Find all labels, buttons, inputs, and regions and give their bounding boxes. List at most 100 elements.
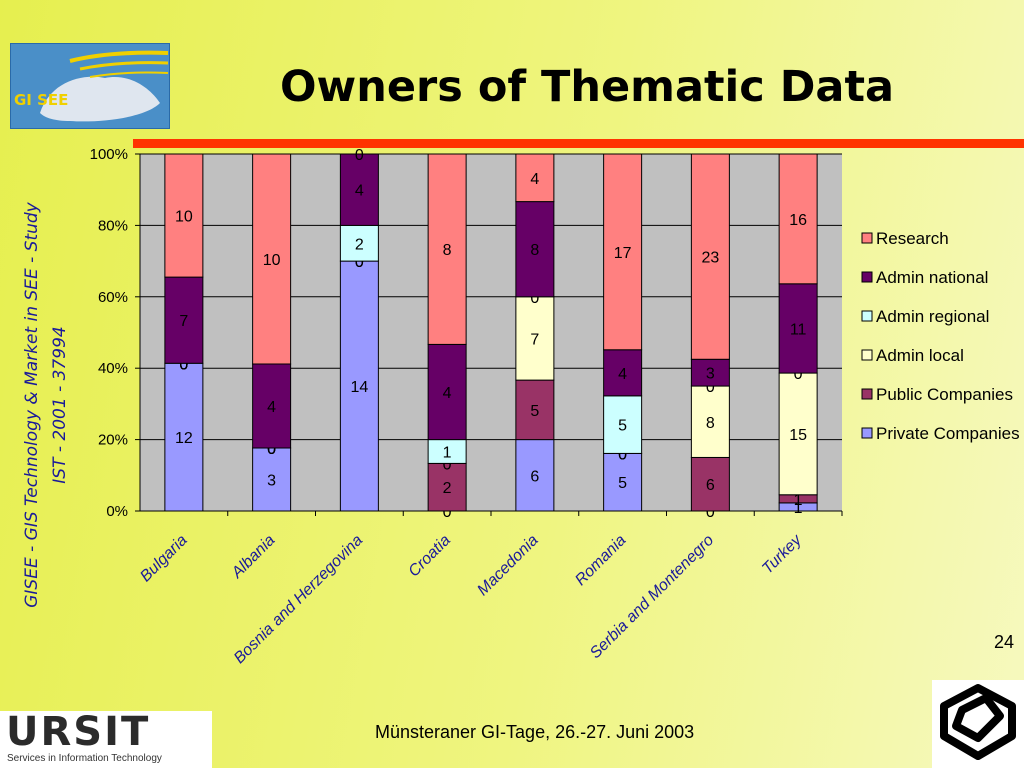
data-label: 0 — [355, 147, 364, 164]
data-label: 0 — [355, 254, 364, 271]
bar-segment-research — [164, 153, 204, 278]
x-tick-label: Romania — [572, 532, 629, 589]
bar-segment-private-companies — [515, 439, 555, 512]
page-title: Owners of Thematic Data — [280, 62, 895, 112]
legend-label: Admin local — [876, 346, 964, 365]
bar-segment-public-companies — [427, 462, 467, 512]
data-label: 0 — [179, 356, 188, 373]
data-label: 7 — [179, 313, 188, 330]
legend-swatch-public-companies — [861, 388, 873, 400]
legend-label: Admin regional — [876, 307, 989, 326]
data-label: 10 — [263, 252, 281, 269]
ursit-logo-word: URSIT — [6, 709, 151, 755]
data-label: 14 — [350, 379, 368, 396]
bar-segment-admin-local — [778, 372, 818, 496]
data-label: 16 — [789, 212, 807, 229]
bar-segment-admin-national — [427, 343, 467, 441]
plot-area — [140, 154, 842, 511]
data-label: 0 — [443, 504, 452, 521]
gisee-logo-text: GI SEE — [14, 91, 68, 109]
data-label: 3 — [706, 366, 715, 383]
bar-segment-public-companies — [690, 456, 730, 512]
data-label: 17 — [614, 245, 632, 262]
bar-segment-research — [427, 153, 467, 345]
x-tick-label: Bulgaria — [137, 532, 191, 586]
data-label: 11 — [790, 321, 807, 338]
x-tick-label: Croatia — [405, 532, 454, 581]
data-label: 15 — [789, 427, 807, 444]
data-label: 0 — [267, 441, 276, 458]
data-label: 0 — [618, 446, 627, 463]
gisee-logo: GI SEE — [10, 43, 170, 129]
data-label: 2 — [355, 236, 364, 253]
bar-segment-private-companies — [164, 362, 204, 512]
ursit-logo: URSIT Services in Information Technology — [0, 709, 212, 768]
data-label: 1 — [794, 500, 803, 517]
data-label: 4 — [618, 366, 627, 383]
legend-swatch-admin-regional — [861, 310, 873, 322]
bar-segment-public-companies — [515, 379, 555, 441]
data-label: 4 — [355, 183, 364, 200]
data-label: 0 — [618, 446, 627, 463]
data-label: 0 — [794, 366, 803, 383]
data-label: 0 — [179, 356, 188, 373]
footer-text: Münsteraner GI-Tage, 26.-27. Juni 2003 — [375, 722, 695, 742]
bar-segment-admin-national — [690, 358, 730, 387]
data-label: 0 — [179, 356, 188, 373]
data-label: 0 — [443, 456, 452, 473]
y-tick-label: 60% — [98, 289, 128, 306]
data-label: 0 — [267, 441, 276, 458]
legend-label: Private Companies — [876, 424, 1020, 443]
y-tick-label: 100% — [90, 146, 128, 163]
bar-segment-research — [252, 153, 292, 365]
x-tick-label: Macedonia — [474, 532, 541, 599]
bar-segment-admin-national — [339, 153, 379, 226]
data-label: 3 — [267, 473, 276, 490]
y-tick-label: 40% — [98, 360, 128, 377]
ursit-logo-tagline: Services in Information Technology — [7, 753, 162, 764]
data-label: 2 — [443, 480, 452, 497]
data-label: 12 — [175, 430, 193, 447]
legend-label: Public Companies — [876, 385, 1013, 404]
data-label: 5 — [618, 475, 627, 492]
data-label: 6 — [530, 468, 539, 485]
data-label: 4 — [267, 399, 276, 416]
bar-segment-private-companies — [603, 452, 643, 512]
bar-segment-admin-national — [778, 283, 818, 374]
data-label: 7 — [530, 331, 539, 348]
x-tick-label: Albania — [228, 532, 279, 583]
data-label: 23 — [701, 250, 719, 267]
bar-segment-research — [603, 153, 643, 351]
legend-swatch-admin-local — [861, 349, 873, 361]
legend-swatch-admin-national — [861, 271, 873, 283]
bar-segment-research — [515, 153, 555, 203]
x-tick-label: Turkey — [759, 531, 805, 577]
data-label: 4 — [443, 385, 452, 402]
bar-segment-private-companies — [252, 447, 292, 512]
y-tick-label: 0% — [106, 503, 128, 520]
bar-segment-research — [778, 153, 818, 285]
data-label: 1 — [443, 445, 452, 462]
title-underline — [133, 139, 1024, 148]
legend-label: Research — [876, 229, 949, 248]
data-label: 6 — [706, 477, 715, 494]
data-label: 8 — [530, 242, 539, 259]
data-label: 8 — [443, 242, 452, 259]
data-label: 5 — [530, 403, 539, 420]
y-tick-label: 80% — [98, 217, 128, 234]
bar-segment-admin-regional — [339, 224, 379, 262]
data-label: 1 — [794, 492, 803, 509]
bar-segment-admin-national — [164, 276, 204, 364]
bar-segment-admin-regional — [603, 395, 643, 454]
data-label: 0 — [530, 290, 539, 307]
data-label: 8 — [706, 415, 715, 432]
y-tick-label: 20% — [98, 432, 128, 449]
data-label: 0 — [267, 441, 276, 458]
bar-segment-admin-national — [515, 201, 555, 298]
data-label: 5 — [618, 418, 627, 435]
bar-segment-research — [690, 153, 730, 360]
legend-swatch-research — [861, 232, 873, 244]
bar-segment-admin-local — [515, 296, 555, 381]
data-label: 4 — [530, 171, 539, 188]
